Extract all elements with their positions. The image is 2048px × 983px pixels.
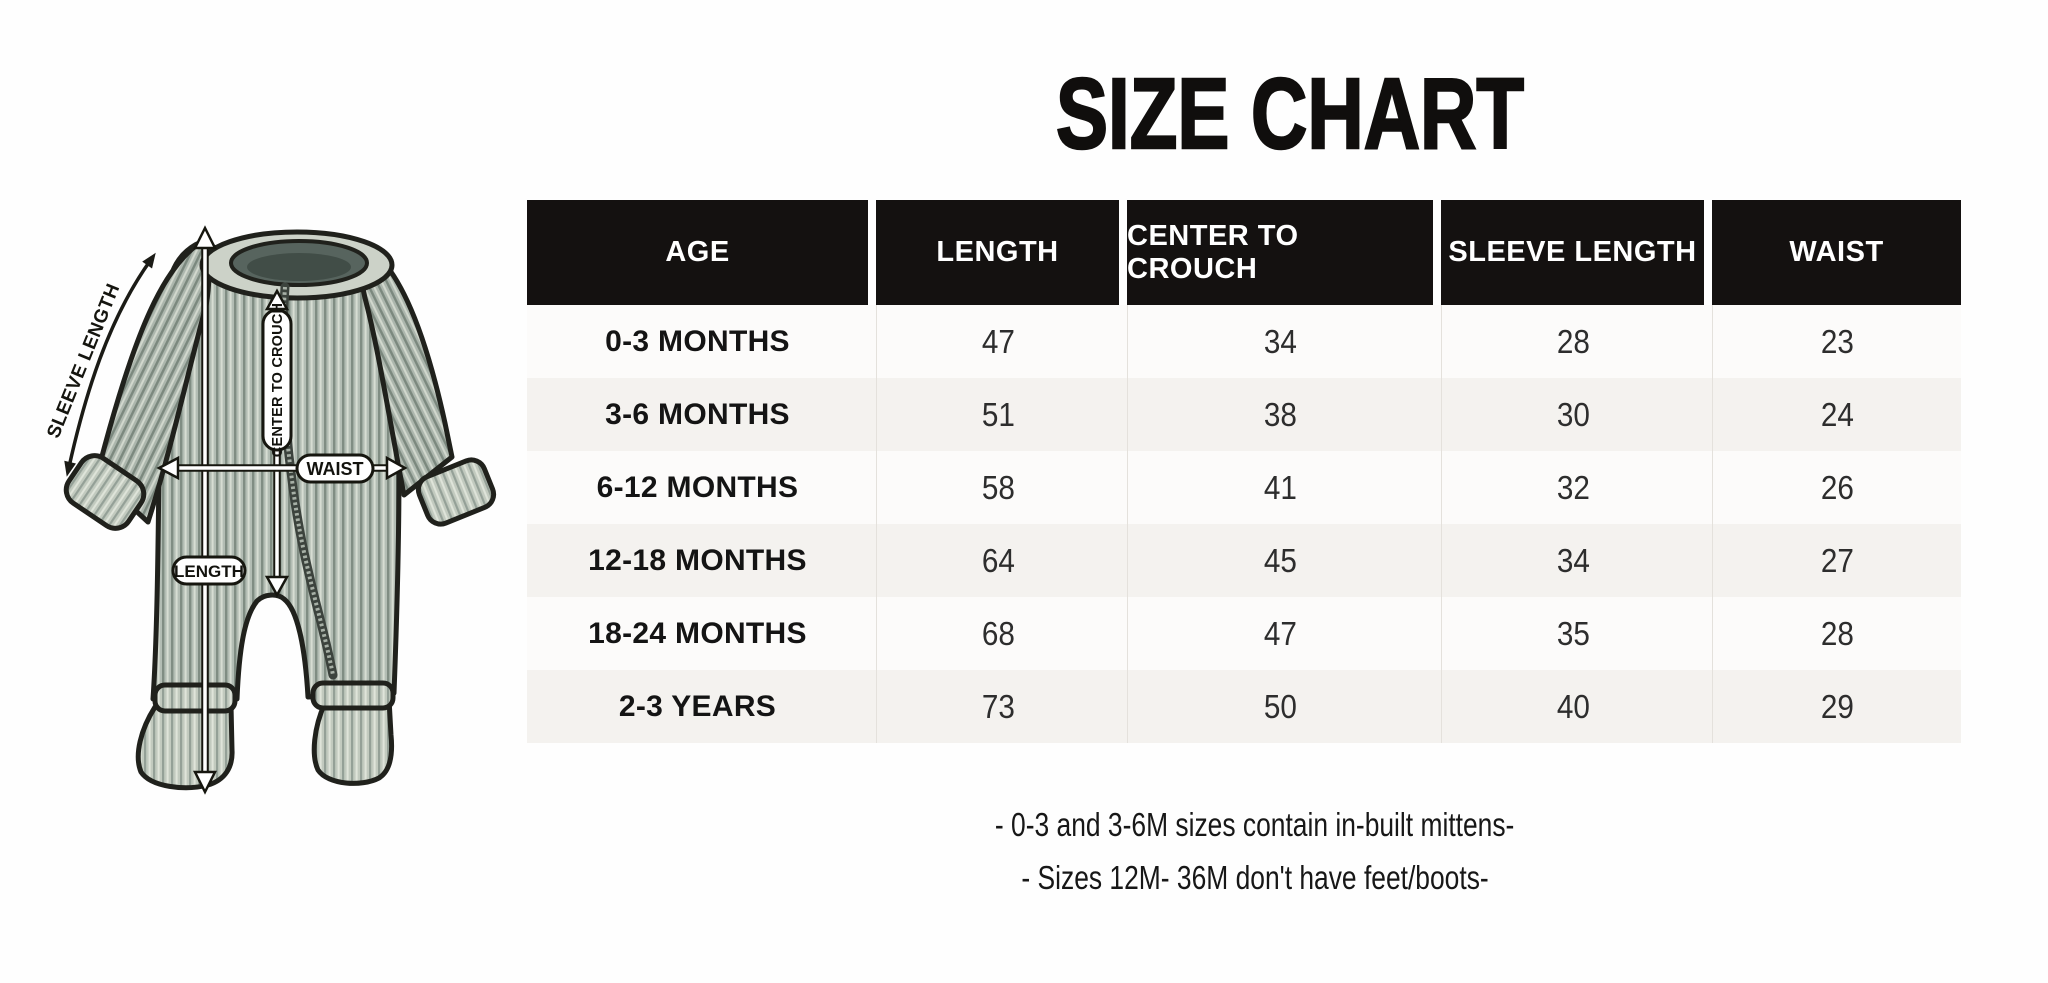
cell-waist: 29 <box>1712 670 1961 743</box>
cell-sleeve-length: 34 <box>1441 524 1704 597</box>
cell-waist: 26 <box>1712 451 1961 524</box>
cell-center-to-crouch: 47 <box>1127 597 1433 670</box>
cell-length: 73 <box>876 670 1119 743</box>
left-wrist-cuff <box>63 453 147 531</box>
cell-waist: 23 <box>1712 305 1961 378</box>
center-to-crouch-label: CENTER TO CROUCH <box>270 303 286 457</box>
cell-center-to-crouch: 41 <box>1127 451 1433 524</box>
length-arrow <box>192 225 218 795</box>
cell-length: 51 <box>876 378 1119 451</box>
table-row: 3-6 MONTHS 51 38 30 24 <box>527 378 1961 451</box>
left-foot <box>135 702 235 791</box>
page-title: SIZE CHART <box>600 58 1980 170</box>
right-foot <box>311 696 395 786</box>
cell-age: 6-12 MONTHS <box>596 470 799 504</box>
column-header-center-to-crouch: CENTER TO CROUCH <box>1127 200 1433 305</box>
measurement-pills: CENTER TO CROUCH WAIST LENGTH <box>171 303 375 586</box>
table-row: 2-3 YEARS 73 50 40 29 <box>527 670 1961 743</box>
table-row: 0-3 MONTHS 47 34 28 23 <box>527 305 1961 378</box>
column-header-waist: WAIST <box>1712 200 1961 305</box>
cell-center-to-crouch: 45 <box>1127 524 1433 597</box>
waist-label: WAIST <box>307 459 364 479</box>
table-row: 6-12 MONTHS 58 41 32 26 <box>527 451 1961 524</box>
cell-age: 3-6 MONTHS <box>605 397 790 431</box>
cell-length: 64 <box>876 524 1119 597</box>
cell-center-to-crouch: 34 <box>1127 305 1433 378</box>
cell-sleeve-length: 40 <box>1441 670 1704 743</box>
cell-age: 2-3 YEARS <box>618 689 777 723</box>
page-title-text: SIZE CHART <box>1055 58 1525 170</box>
table-row: 18-24 MONTHS 68 47 35 28 <box>527 597 1961 670</box>
footnotes: - 0-3 and 3-6M sizes contain in-built mi… <box>527 798 1983 904</box>
cell-waist: 27 <box>1712 524 1961 597</box>
length-pill <box>171 555 247 586</box>
cell-length: 58 <box>876 451 1119 524</box>
length-label: LENGTH <box>174 562 244 581</box>
cell-age: 12-18 MONTHS <box>588 543 807 577</box>
column-header-age: AGE <box>527 200 868 305</box>
table-header-row: AGE LENGTH CENTER TO CROUCH SLEEVE LENGT… <box>527 200 1961 305</box>
cell-sleeve-length: 35 <box>1441 597 1704 670</box>
left-ankle-band <box>152 682 238 714</box>
size-table: AGE LENGTH CENTER TO CROUCH SLEEVE LENGT… <box>527 200 1961 743</box>
footnote-line-2: - Sizes 12M- 36M don't have feet/boots- <box>1021 859 1489 896</box>
center-to-crouch-pill <box>261 308 293 452</box>
onesie-diagram: SLEEVE LENGTH <box>45 225 497 795</box>
cell-age: 0-3 MONTHS <box>605 324 790 358</box>
table-body: 0-3 MONTHS 47 34 28 23 3-6 MONTHS 51 38 … <box>527 305 1961 743</box>
cell-center-to-crouch: 38 <box>1127 378 1433 451</box>
footnote-line-1: - 0-3 and 3-6M sizes contain in-built mi… <box>995 806 1515 843</box>
cell-length: 47 <box>876 305 1119 378</box>
cell-center-to-crouch: 50 <box>1127 670 1433 743</box>
cell-sleeve-length: 32 <box>1441 451 1704 524</box>
cell-waist: 28 <box>1712 597 1961 670</box>
cell-sleeve-length: 30 <box>1441 378 1704 451</box>
collar-shadow <box>247 253 351 281</box>
waist-pill <box>295 453 375 484</box>
table-row: 12-18 MONTHS 64 45 34 27 <box>527 524 1961 597</box>
cell-length: 68 <box>876 597 1119 670</box>
cell-age: 18-24 MONTHS <box>588 616 807 650</box>
column-header-sleeve-length: SLEEVE LENGTH <box>1441 200 1704 305</box>
cell-waist: 24 <box>1712 378 1961 451</box>
cell-sleeve-length: 28 <box>1441 305 1704 378</box>
right-ankle-band <box>310 680 396 711</box>
right-wrist-cuff <box>415 457 497 527</box>
onesie-illustration: SLEEVE LENGTH <box>45 15 505 875</box>
column-header-length: LENGTH <box>876 200 1119 305</box>
